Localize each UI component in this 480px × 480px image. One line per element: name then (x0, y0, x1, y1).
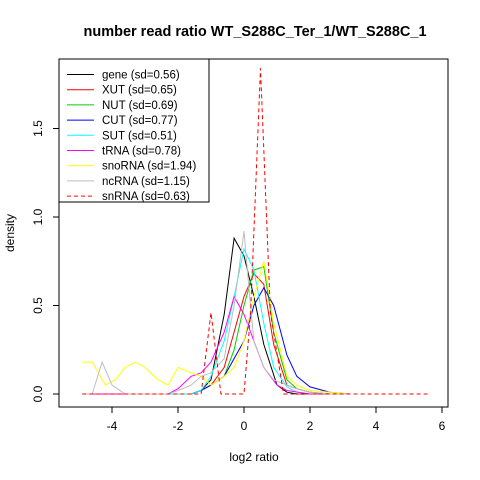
legend-label-3: CUT (sd=0.77) (102, 115, 178, 127)
series-line-7 (82, 231, 350, 395)
y-tick-label: 0.5 (31, 297, 45, 314)
y-tick-label: 0.0 (31, 385, 45, 402)
x-tick-label: 4 (373, 419, 380, 433)
x-tick-label: 0 (241, 419, 248, 433)
y-axis-label: density (3, 214, 17, 252)
series-line-8 (82, 68, 429, 395)
series-line-6 (82, 261, 350, 395)
chart-title: number read ratio WT_S288C_Ter_1/WT_S288… (83, 24, 426, 40)
series-line-5 (82, 295, 350, 395)
x-axis-label: log2 ratio (229, 450, 279, 464)
series-lines (82, 68, 429, 395)
legend-box (58, 58, 210, 203)
y-tick-label: 1.5 (31, 120, 45, 137)
legend-label-7: ncRNA (sd=1.15) (102, 176, 190, 188)
x-tick-label: 6 (439, 419, 446, 433)
legend-label-6: snoRNA (sd=1.94) (102, 161, 196, 173)
series-line-4 (82, 247, 350, 395)
series-line-2 (82, 265, 350, 395)
legend-label-2: NUT (sd=0.69) (102, 100, 178, 112)
x-axis: -4 -2 0 2 4 6 (107, 406, 446, 433)
x-tick-label: -2 (173, 419, 184, 433)
series-line-3 (82, 286, 350, 395)
legend-label-1: XUT (sd=0.65) (102, 85, 177, 97)
legend-label-8: snRNA (sd=0.63) (102, 191, 190, 203)
x-tick-label: 2 (307, 419, 314, 433)
y-tick-label: 1.0 (31, 208, 45, 225)
legend-label-0: gene (sd=0.56) (102, 70, 180, 82)
series-line-1 (82, 272, 350, 395)
legend-label-5: tRNA (sd=0.78) (102, 146, 181, 158)
y-axis: 0.0 0.5 1.0 1.5 (31, 120, 60, 402)
legend: gene (sd=0.56) XUT (sd=0.65) NUT (sd=0.69)… (58, 58, 210, 203)
x-tick-label: -4 (107, 419, 118, 433)
legend-label-4: SUT (sd=0.51) (102, 130, 177, 142)
